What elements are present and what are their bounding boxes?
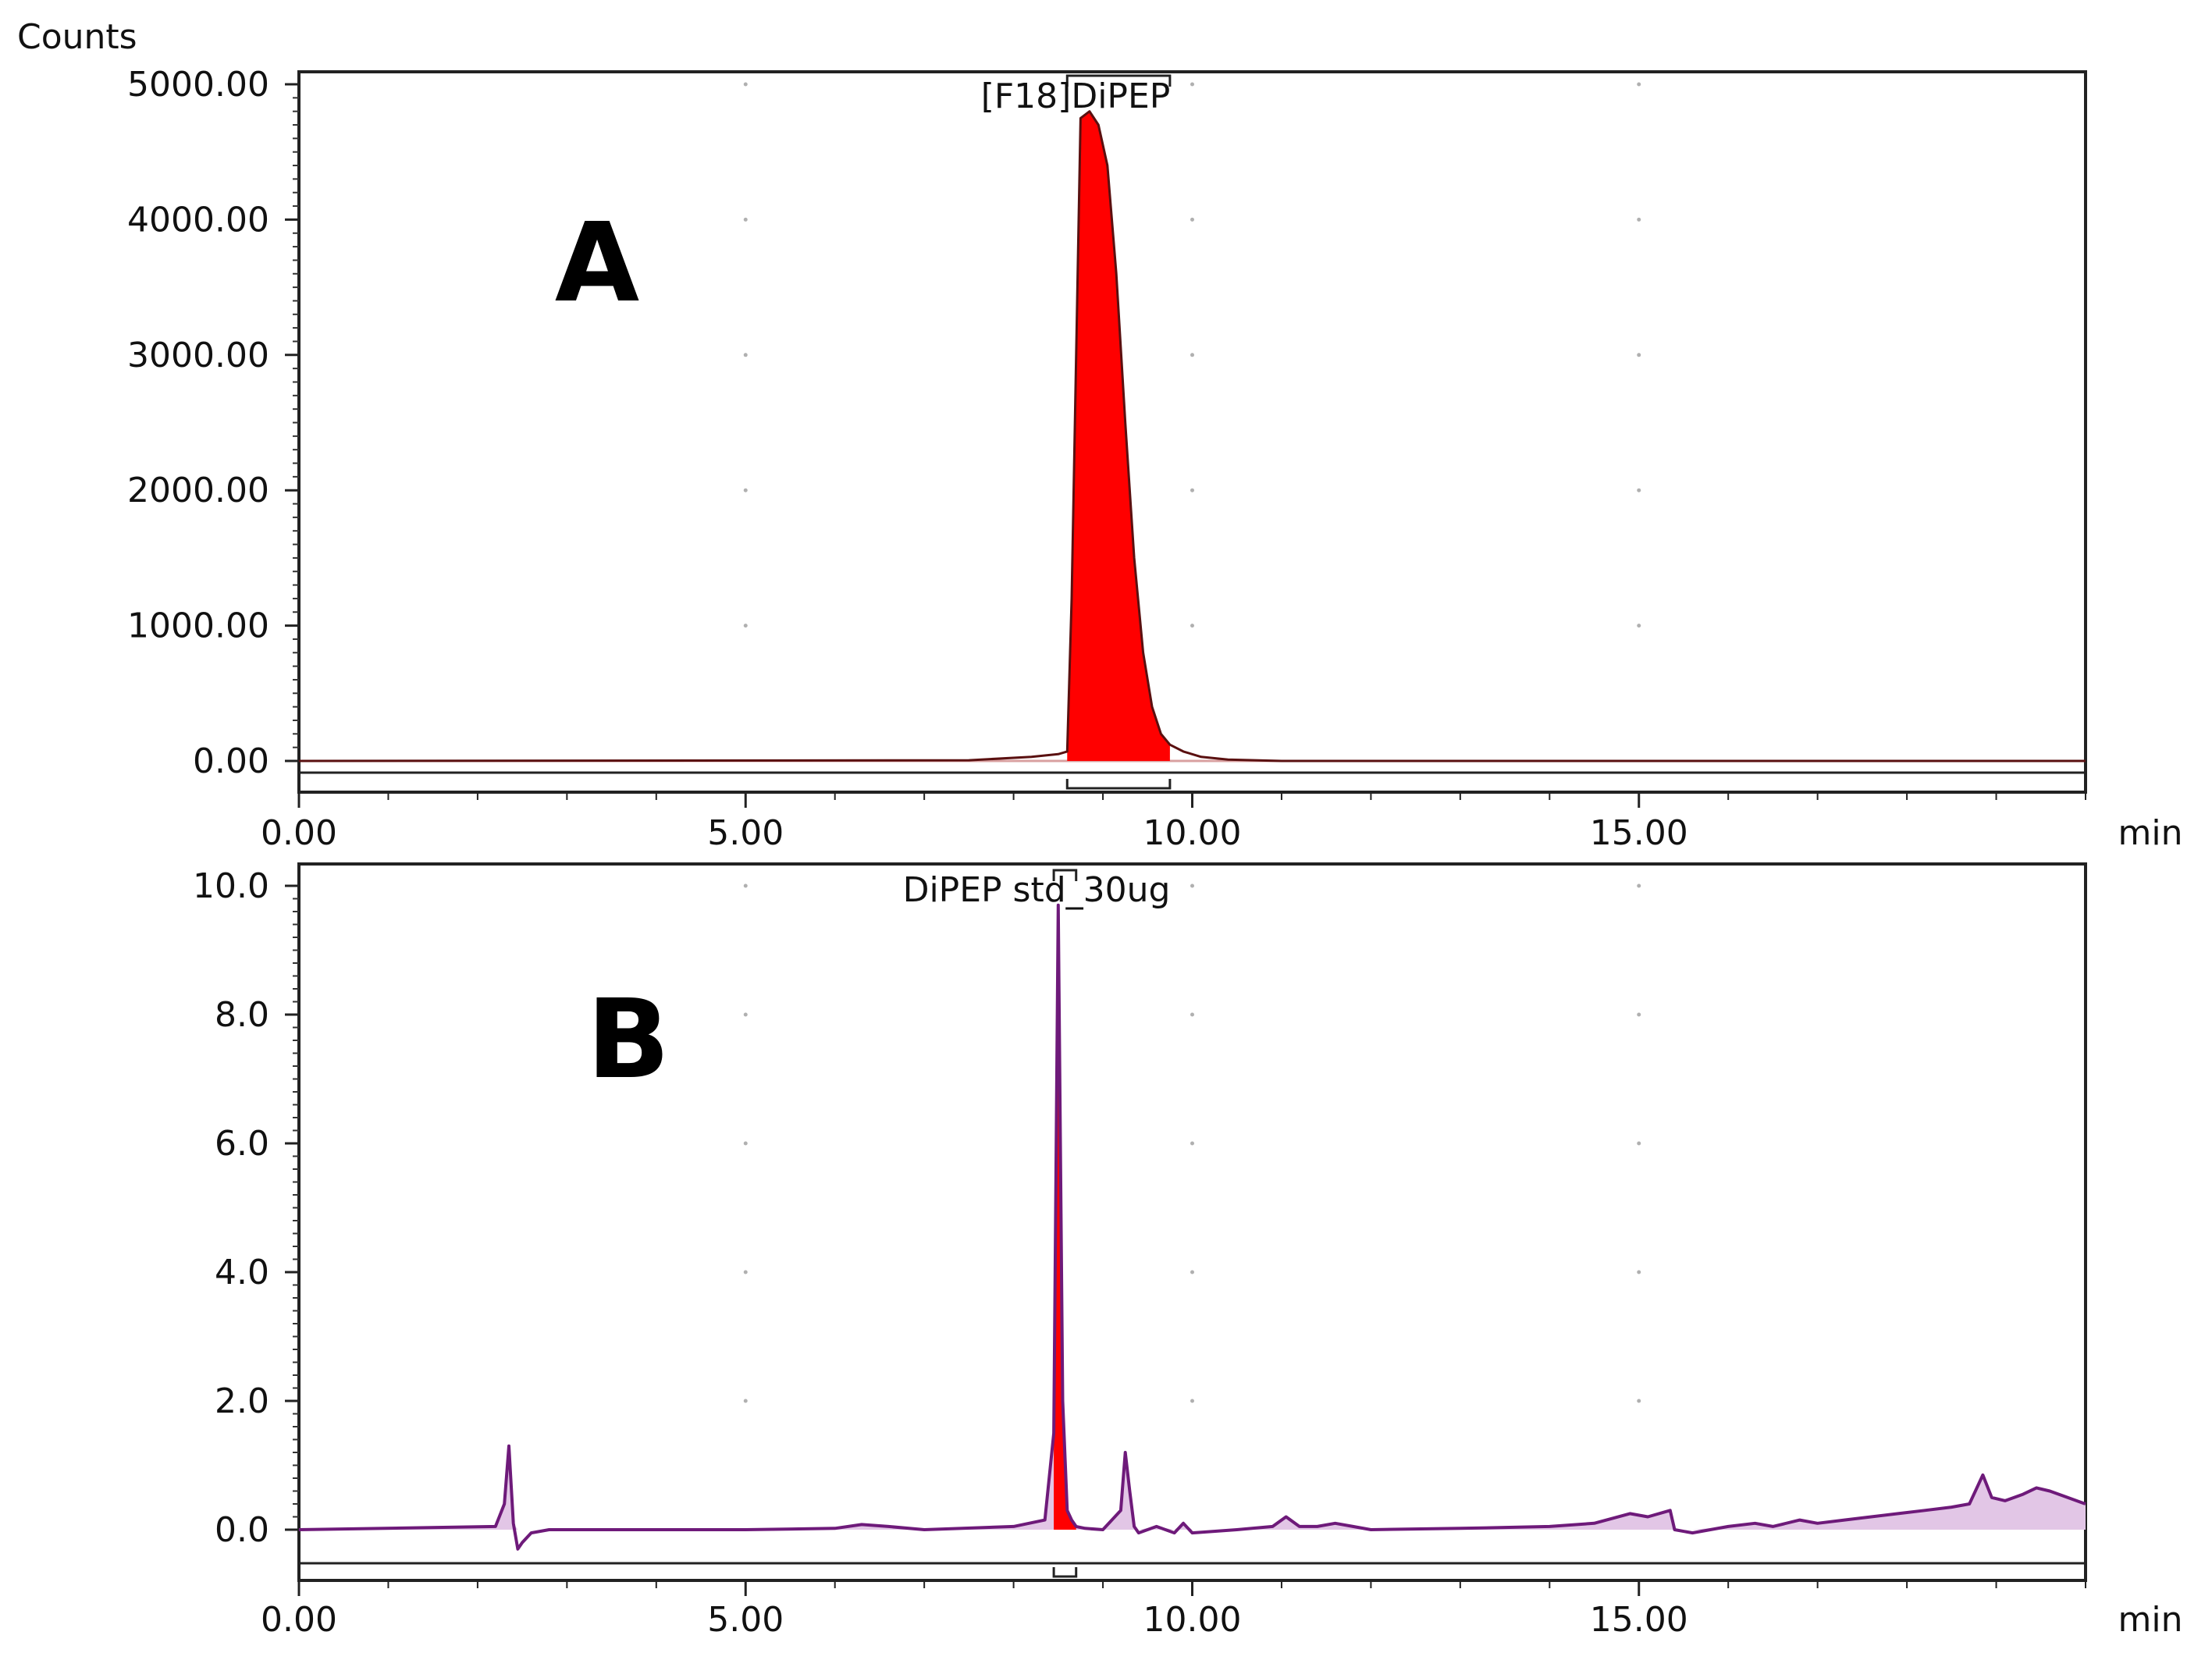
grid-dot: [1190, 624, 1194, 628]
grid-dot: [743, 217, 748, 222]
grid-dot: [1637, 624, 1641, 628]
grid-dot: [1637, 1399, 1641, 1403]
x-axis-unit-label: min: [2118, 813, 2183, 853]
grid-dot: [1190, 353, 1194, 357]
y-tick-label: 0.00: [193, 741, 269, 781]
x-tick-label: 15.00: [1590, 1600, 1688, 1640]
grid-dot: [743, 1012, 748, 1017]
grid-dot: [1190, 1012, 1194, 1017]
grid-dot: [743, 883, 748, 888]
grid-dot: [1637, 217, 1641, 222]
x-tick-label: 5.00: [707, 1600, 784, 1640]
chromatogram-panel-a: 0.00 1000.00 2000.00 3000.00 4000.00 5000.00 0…: [17, 17, 2182, 853]
y-tick-label: 3000.00: [127, 336, 269, 375]
x-tick-label: 0.00: [261, 813, 337, 853]
y-tick-label: 5000.00: [127, 65, 269, 105]
integrated-peak-area: [1067, 111, 1170, 761]
chromatogram-trace: [298, 903, 2086, 1551]
grid-dot: [743, 1141, 748, 1146]
y-tick-label: 8.0: [215, 995, 269, 1035]
peak-bottom-bracket: [1065, 779, 1172, 790]
y-tick-label: 1000.00: [127, 606, 269, 646]
grid-dot: [1637, 1141, 1641, 1146]
grid-dot: [743, 1399, 748, 1403]
x-tick-label: 10.00: [1143, 1600, 1242, 1640]
y-tick-label: 4.0: [215, 1253, 269, 1292]
grid-dot: [1637, 353, 1641, 357]
grid-dot: [1190, 1399, 1194, 1403]
grid-dot: [1190, 488, 1194, 492]
grid-dot: [1190, 1141, 1194, 1146]
grid-dot: [1190, 217, 1194, 222]
grid-dot: [743, 488, 748, 492]
grid-dot: [1637, 1270, 1641, 1274]
panel-letter: B: [587, 976, 670, 1104]
grid-dot: [743, 624, 748, 628]
y-axis-unit-label: Counts: [17, 17, 137, 57]
x-tick-label: 5.00: [707, 813, 784, 853]
y-tick-label: 4000.00: [127, 200, 269, 240]
chromatogram-trace: [298, 110, 2086, 763]
y-tick-label: 10.0: [193, 866, 269, 906]
peak-top-bracket: [1052, 869, 1078, 881]
x-tick-label: 10.00: [1143, 813, 1242, 853]
x-tick-label: 15.00: [1590, 813, 1688, 853]
peak-label: [F18]DiPEP: [981, 76, 1171, 116]
y-tick-label: 6.0: [215, 1124, 269, 1164]
grid-dots: [743, 82, 1641, 628]
chromatogram-panel-b: 0.0 2.0 4.0 6.0 8.0 10.0 0.00 5.00 10.00 15.00 min…: [193, 862, 2183, 1640]
grid-dot: [743, 1270, 748, 1274]
y-tick-label: 2.0: [215, 1381, 269, 1421]
grid-dot: [1190, 1270, 1194, 1274]
grid-dots: [743, 883, 1641, 1403]
grid-dot: [1637, 883, 1641, 888]
panel-letter: A: [555, 200, 639, 327]
grid-dot: [743, 353, 748, 357]
y-tick-label: 2000.00: [127, 471, 269, 510]
peak-bottom-bracket: [1052, 1567, 1078, 1578]
x-tick-label: 0.00: [261, 1600, 337, 1640]
grid-dot: [743, 82, 748, 87]
y-tick-label: 0.0: [215, 1510, 269, 1550]
grid-dot: [1637, 488, 1641, 492]
peak-top-bracket: [1065, 74, 1172, 87]
grid-dot: [1637, 1012, 1641, 1017]
grid-dot: [1190, 82, 1194, 87]
x-axis-unit-label: min: [2118, 1600, 2183, 1640]
grid-dot: [1190, 883, 1194, 888]
peak-label: DiPEP std_30ug: [903, 870, 1171, 910]
grid-dot: [1637, 82, 1641, 87]
